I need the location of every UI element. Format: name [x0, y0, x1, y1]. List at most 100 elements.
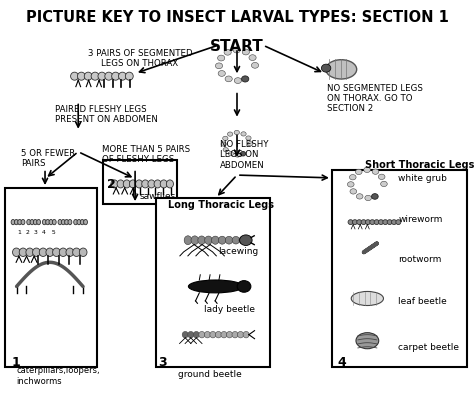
Circle shape: [372, 194, 378, 200]
Text: 3: 3: [158, 355, 166, 368]
Ellipse shape: [204, 332, 210, 338]
Ellipse shape: [365, 196, 372, 201]
Ellipse shape: [80, 220, 84, 225]
Text: 4: 4: [337, 355, 346, 368]
Ellipse shape: [33, 220, 37, 225]
Ellipse shape: [71, 73, 79, 81]
Ellipse shape: [136, 180, 143, 188]
Text: NO FLESHY
LEGS ON
ABDOMEN: NO FLESHY LEGS ON ABDOMEN: [220, 140, 269, 169]
Text: MORE THAN 5 PAIRS
OF FLESHY LEGS: MORE THAN 5 PAIRS OF FLESHY LEGS: [102, 145, 190, 164]
Ellipse shape: [42, 220, 46, 225]
Ellipse shape: [199, 332, 205, 338]
Ellipse shape: [19, 248, 27, 257]
Text: white grub: white grub: [398, 174, 447, 183]
Ellipse shape: [142, 180, 149, 188]
Ellipse shape: [123, 180, 130, 188]
Ellipse shape: [49, 220, 53, 225]
Ellipse shape: [247, 142, 253, 146]
Bar: [332, 170, 467, 367]
Bar: [5, 188, 97, 367]
Text: caterpillars,loopers,
inchworms: caterpillars,loopers, inchworms: [17, 365, 100, 385]
Ellipse shape: [392, 220, 397, 225]
Ellipse shape: [21, 220, 25, 225]
Ellipse shape: [198, 236, 205, 245]
Text: 3 PAIRS OF SEGMENTED
LEGS ON THORAX: 3 PAIRS OF SEGMENTED LEGS ON THORAX: [88, 49, 192, 68]
Text: 1: 1: [12, 355, 20, 368]
Ellipse shape: [233, 48, 240, 54]
Ellipse shape: [26, 248, 34, 257]
Text: Long Thoracic Legs: Long Thoracic Legs: [168, 200, 274, 209]
Ellipse shape: [148, 180, 155, 188]
Ellipse shape: [64, 220, 69, 225]
Ellipse shape: [53, 248, 60, 257]
Ellipse shape: [361, 220, 366, 225]
Text: 5 OR FEWER
PAIRS: 5 OR FEWER PAIRS: [21, 149, 75, 168]
Ellipse shape: [58, 220, 62, 225]
Text: Short Thoracic Legs: Short Thoracic Legs: [365, 160, 474, 169]
Ellipse shape: [352, 220, 357, 225]
Ellipse shape: [52, 220, 56, 225]
Ellipse shape: [215, 64, 223, 69]
Ellipse shape: [184, 236, 191, 245]
Ellipse shape: [160, 180, 167, 188]
Text: rootworm: rootworm: [398, 254, 442, 263]
Ellipse shape: [372, 170, 379, 175]
Ellipse shape: [117, 180, 124, 188]
Circle shape: [240, 235, 252, 246]
Ellipse shape: [243, 332, 249, 338]
Ellipse shape: [98, 73, 106, 81]
Ellipse shape: [218, 56, 225, 62]
Ellipse shape: [61, 220, 65, 225]
Ellipse shape: [227, 332, 233, 338]
Ellipse shape: [239, 237, 246, 244]
Text: wireworm: wireworm: [398, 214, 443, 223]
Ellipse shape: [91, 73, 99, 81]
Ellipse shape: [210, 332, 216, 338]
Ellipse shape: [221, 143, 227, 147]
Ellipse shape: [242, 50, 249, 56]
Ellipse shape: [350, 189, 356, 194]
Ellipse shape: [46, 248, 54, 257]
Ellipse shape: [241, 132, 246, 137]
Ellipse shape: [365, 220, 371, 225]
Ellipse shape: [129, 180, 137, 188]
Ellipse shape: [125, 73, 133, 81]
Text: lacewing: lacewing: [218, 246, 258, 255]
Ellipse shape: [223, 148, 228, 152]
Ellipse shape: [378, 175, 385, 180]
Ellipse shape: [66, 248, 73, 257]
Ellipse shape: [237, 332, 244, 338]
Ellipse shape: [356, 170, 362, 175]
Ellipse shape: [383, 220, 388, 225]
Ellipse shape: [370, 220, 375, 225]
Ellipse shape: [193, 332, 200, 338]
Ellipse shape: [77, 73, 85, 81]
Ellipse shape: [182, 332, 188, 338]
Ellipse shape: [396, 220, 401, 225]
Ellipse shape: [39, 248, 47, 257]
Ellipse shape: [18, 220, 22, 225]
Ellipse shape: [27, 220, 31, 225]
Circle shape: [240, 152, 246, 157]
Ellipse shape: [326, 61, 356, 80]
Ellipse shape: [249, 56, 256, 61]
Text: leaf beetle: leaf beetle: [398, 296, 447, 305]
Ellipse shape: [251, 63, 259, 69]
Ellipse shape: [225, 77, 232, 83]
Ellipse shape: [189, 280, 243, 293]
Text: 1  2  3  4   5: 1 2 3 4 5: [18, 229, 56, 234]
Ellipse shape: [188, 332, 194, 338]
Ellipse shape: [357, 220, 362, 225]
Text: PICTURE KEY TO INSECT LARVAL TYPES: SECTION 1: PICTURE KEY TO INSECT LARVAL TYPES: SECT…: [26, 10, 448, 25]
Ellipse shape: [118, 73, 127, 81]
Ellipse shape: [351, 292, 383, 306]
Ellipse shape: [356, 333, 379, 349]
Ellipse shape: [224, 50, 231, 56]
Ellipse shape: [59, 248, 67, 257]
Ellipse shape: [221, 332, 227, 338]
Ellipse shape: [218, 71, 225, 77]
Ellipse shape: [356, 194, 363, 200]
Ellipse shape: [235, 154, 240, 158]
Ellipse shape: [347, 182, 354, 188]
Ellipse shape: [246, 137, 251, 141]
